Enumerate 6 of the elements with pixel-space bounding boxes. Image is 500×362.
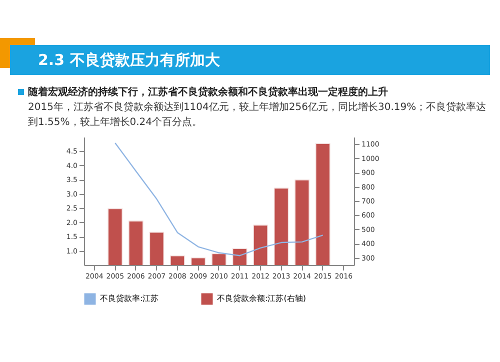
legend-label: 不良贷款率:江苏 (100, 294, 159, 303)
text: 2015年，江苏省不良贷款余额达到1104亿元，较上年增加256亿元，同比增长30.19%；不良贷款率达到1.55%，较上年增长0.24个百分点。 (28, 100, 488, 130)
line-series (114, 142, 324, 256)
chart-title: 2.3 不良贷款压力有所加大 (10, 45, 490, 75)
chart-subtitle: 随着宏观经济的持续下行，江苏省不良贷款余额和不良贷款率出现一定程度的上升 (28, 85, 389, 99)
legend-label: 不良贷款余额:江苏(右轴) (217, 294, 306, 303)
